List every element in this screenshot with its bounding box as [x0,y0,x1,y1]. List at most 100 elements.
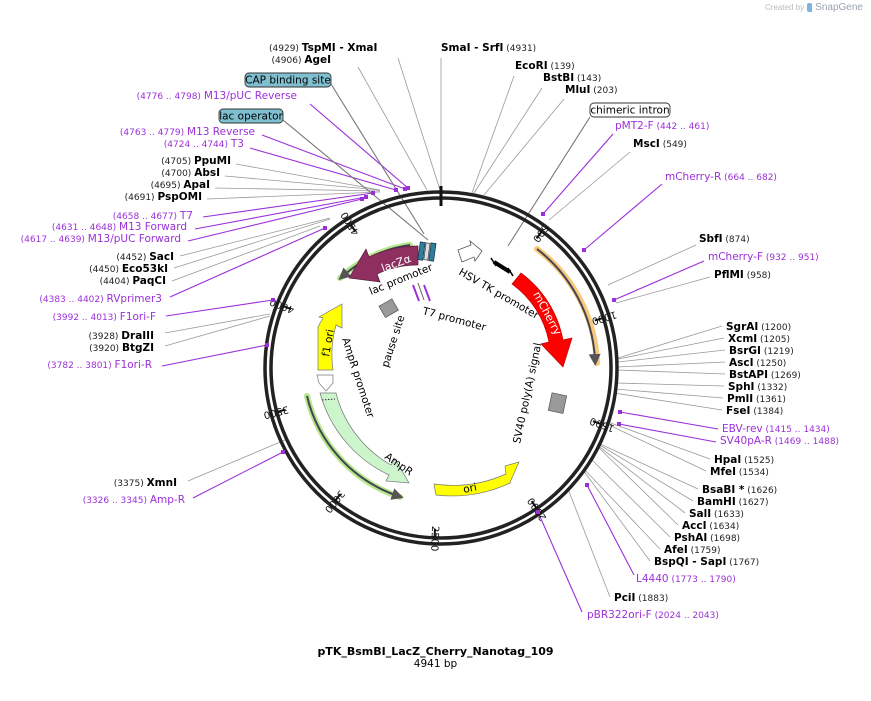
enzyme-site-label[interactable]: SgrAI (1200) [726,321,791,333]
leader-line [397,57,441,191]
enzyme-site-label[interactable]: PmlI (1361) [727,393,786,405]
leader-line [309,103,409,189]
enzyme-site-label[interactable]: SalI (1633) [689,508,744,520]
primer-label[interactable]: L4440 (1773 .. 1790) [636,573,736,585]
enzyme-site-label[interactable]: FseI (1384) [726,405,783,417]
primer-label[interactable]: (4763 .. 4779) M13 Reverse [120,126,255,138]
feature-SV40-polyA-glyph [547,392,568,414]
primer-label[interactable]: (4631 .. 4648) M13 Forward [52,221,187,233]
tick-mark [594,317,603,322]
enzyme-site-label[interactable]: (4691) PspOMI [125,191,202,203]
primer-label[interactable]: mCherry-R (664 .. 682) [665,171,777,183]
primer-label[interactable]: (4383 .. 4402) RVprimer3 [39,293,162,305]
enzyme-site-label[interactable]: XcmI (1205) [728,333,790,345]
leader-line [583,468,661,550]
enzyme-site-label[interactable]: (4404) PaqCI [100,275,166,287]
enzyme-site-label[interactable]: SphI (1332) [728,381,787,393]
enzyme-site-label[interactable]: (3928) DraIII [89,330,155,342]
credit-prefix: Created by [765,3,805,12]
feature-label-pause-site: pause site [379,314,407,369]
enzyme-site-label[interactable]: BstAPI (1269) [729,369,801,381]
leader-line [171,225,321,282]
feature-callout-label: chimeric intron [590,105,669,117]
primer-label[interactable]: (4658 .. 4677) T7 [113,210,193,222]
enzyme-site-label[interactable]: MfeI (1534) [710,466,769,478]
primer-label[interactable]: (4724 .. 4744) T3 [164,138,244,150]
enzyme-site-label[interactable]: (4929) TspMI - XmaI [269,42,377,54]
primer-label[interactable]: EBV-rev (1415 .. 1434) [722,423,830,435]
primer-label[interactable]: (3992 .. 4013) F1ori-F [53,311,156,323]
enzyme-site-label[interactable]: BspQI - SapI (1767) [654,556,759,568]
enzyme-site-label[interactable]: (4700) AbsI [161,167,220,179]
enzyme-site-label[interactable]: (4450) Eco53kI [89,263,168,275]
leader-line [567,488,611,598]
enzyme-site-label[interactable]: (4452) SacI [116,251,174,263]
enzyme-site-label[interactable]: MluI (203) [565,84,618,96]
enzyme-site-label[interactable]: PflMI (958) [714,269,771,281]
leader-line [483,98,565,196]
enzyme-site-label[interactable]: (3920) BtgZI [89,342,154,354]
primer-label[interactable]: pMT2-F (442 .. 461) [615,120,709,132]
primer-label[interactable]: (3782 .. 3801) F1ori-R [47,359,152,371]
leader-line [618,423,717,443]
primer-mark [541,212,545,216]
enzyme-site-label[interactable]: AscI (1250) [729,357,786,369]
primer-mark [364,195,368,199]
leader-line [235,163,381,191]
enzyme-site-label[interactable]: PshAI (1698) [674,532,740,544]
primer-label[interactable]: mCherry-F (932 .. 951) [708,251,819,263]
enzyme-site-label[interactable]: SmaI - SrfI (4931) [441,42,536,54]
primer-mark [618,410,622,414]
primer-label[interactable]: SV40pA-R (1469 .. 1488) [720,435,839,447]
feature-f1-ori[interactable]: f1 ori [317,303,343,371]
enzyme-site-label[interactable]: PciI (1883) [614,592,668,604]
enzyme-site-label[interactable]: AfeI (1759) [664,544,721,556]
leader-line [164,315,271,347]
leader-line [173,218,331,269]
leader-line [597,442,699,490]
primer-mark [585,483,589,487]
primer-mark [371,191,375,195]
enzyme-site-label[interactable]: (4695) ApaI [151,179,210,191]
primer-mark [582,248,586,252]
leader-line [548,151,631,221]
enzyme-site-label[interactable]: (4705) PpuMI [161,155,231,167]
enzyme-site-label[interactable]: BamHI (1627) [697,496,769,508]
enzyme-site-label[interactable]: AccI (1634) [682,520,739,532]
feature-AmpR-promoter-arrow [316,374,334,392]
tick-mark [530,500,538,509]
enzyme-site-label[interactable]: SbfI (874) [699,233,750,245]
primer-label[interactable]: (3326 .. 3345) Amp-R [83,494,185,506]
primer-binding-marks [265,186,622,514]
leader-line [614,388,724,399]
leader-line [597,443,694,502]
feature-ori[interactable]: ori [433,461,520,497]
leader-line [617,349,726,363]
enzyme-site-label[interactable]: (4906) AgeI [272,54,331,66]
primer-label[interactable]: pBR322ori-F (2024 .. 2043) [587,609,719,621]
feature-callout[interactable]: CAP binding site [244,72,332,88]
feature-callout[interactable]: lac operator [218,108,283,124]
feature-HSV-TK-promoter-arrow [457,239,483,263]
leader-line [282,119,429,241]
feature-callout[interactable]: chimeric intron [589,102,671,118]
enzyme-site-label[interactable]: (3375) XmnI [114,477,177,489]
enzyme-site-label[interactable]: MscI (549) [633,138,687,150]
primer-label[interactable]: (4617 .. 4639) M13/pUC Forward [21,233,181,245]
enzyme-site-label[interactable]: BsaBI * (1626) [702,484,777,496]
enzyme-site-label[interactable]: BsrGI (1219) [729,345,794,357]
enzyme-site-label[interactable]: BstBI (143) [543,72,601,84]
tick-mark [535,231,543,240]
annotation-labels: (4929) TspMI - XmaI(4906) AgeI (4705) Ppu… [21,42,839,621]
feature-T7-promoter-glyph [412,282,431,302]
leader-line [619,411,719,430]
primer-label[interactable]: (4776 .. 4798) M13/pUC Reverse [137,90,297,102]
tick-mark [350,224,357,233]
leader-line [194,196,367,230]
feature-label-T7-promoter: T7 promoter [420,305,488,334]
feature-lac-operator-glyph [417,241,437,262]
feature-pause-site-glyph [378,298,399,319]
enzyme-site-label[interactable]: EcoRI (139) [515,60,575,72]
feature-terminator-glyph [490,257,514,277]
enzyme-site-label[interactable]: HpaI (1525) [714,454,774,466]
